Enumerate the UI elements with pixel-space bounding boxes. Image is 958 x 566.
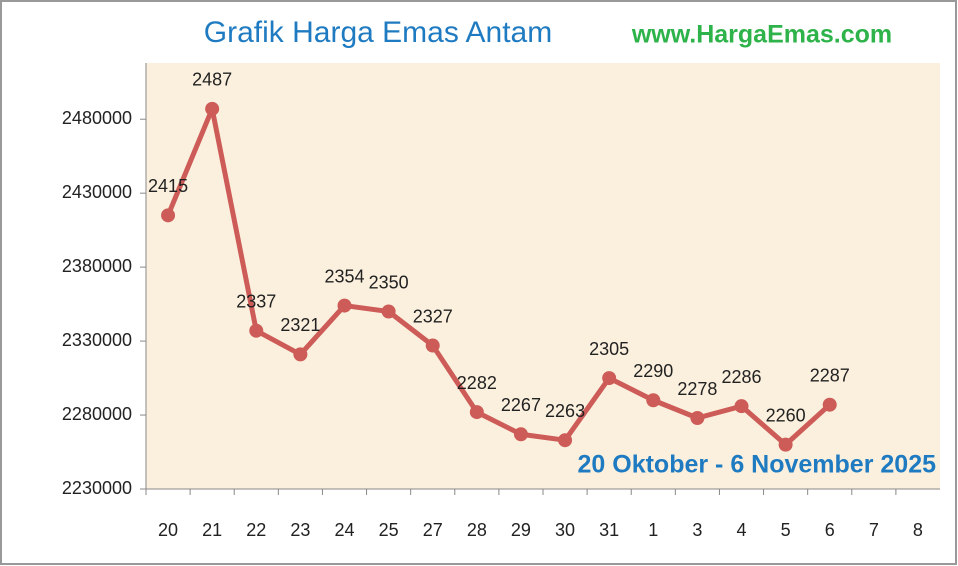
x-tick-label: 29 <box>511 520 531 540</box>
subtitle: 20 Oktober - 6 November 2025 <box>578 451 937 479</box>
y-tick-label: 2480000 <box>62 108 132 128</box>
x-tick-label: 31 <box>599 520 619 540</box>
x-tick-label: 6 <box>825 520 835 540</box>
line <box>165 106 832 448</box>
data-label: 2354 <box>324 266 364 286</box>
data-label: 2415 <box>148 176 188 196</box>
x-tick-label: 25 <box>379 520 399 540</box>
point <box>822 397 837 412</box>
x-tick-label: 5 <box>781 520 791 540</box>
x-tick-label: 22 <box>246 520 266 540</box>
point <box>469 405 484 420</box>
point <box>690 411 705 425</box>
x-tick-label: 4 <box>736 520 746 540</box>
x-tick-label: 7 <box>869 520 879 540</box>
x-tick-label: 21 <box>202 520 222 540</box>
y-tick-label: 2430000 <box>62 182 132 202</box>
x-tick-label: 20 <box>158 520 178 540</box>
data-label: 2282 <box>457 373 497 393</box>
x-tick-label: 27 <box>423 520 443 540</box>
data-label: 2327 <box>413 306 453 326</box>
x-tick-label: 24 <box>334 520 354 540</box>
y-tick-label: 2230000 <box>62 478 132 498</box>
point <box>646 393 661 408</box>
data-label: 2267 <box>501 395 541 415</box>
y-tick-label: 2380000 <box>62 256 132 276</box>
data-label: 2286 <box>721 367 761 387</box>
x-tick-label: 3 <box>692 520 702 540</box>
point <box>558 433 573 448</box>
data-label: 2260 <box>766 405 806 425</box>
point <box>205 101 220 116</box>
data-label: 2321 <box>280 315 320 335</box>
point <box>734 399 749 414</box>
data-label: 2305 <box>589 339 629 359</box>
chart-title: Grafik Harga Emas Antam <box>204 16 552 49</box>
data-label: 2350 <box>369 272 409 292</box>
point <box>161 208 176 223</box>
point <box>513 427 528 442</box>
data-label: 2337 <box>236 291 276 311</box>
point <box>337 298 352 313</box>
website: www.HargaEmas.com <box>631 21 892 49</box>
data-label: 2287 <box>810 365 850 385</box>
x-tick-label: 8 <box>913 520 923 540</box>
x-tick-label: 23 <box>290 520 310 540</box>
data-label: 2278 <box>677 379 717 399</box>
point <box>293 347 308 362</box>
y-tick-label: 2280000 <box>62 404 132 424</box>
point <box>249 323 264 338</box>
point <box>778 437 793 452</box>
point <box>381 304 396 319</box>
x-tick-label: 30 <box>555 520 575 540</box>
point <box>602 371 617 386</box>
data-label: 2487 <box>192 70 232 90</box>
x-tick-label: 28 <box>467 520 487 540</box>
x-tick-label: 1 <box>648 520 658 540</box>
plot-area <box>146 63 940 489</box>
point <box>425 338 440 353</box>
data-label: 2290 <box>633 361 673 381</box>
data-label: 2263 <box>545 401 585 421</box>
y-tick-label: 2330000 <box>62 330 132 350</box>
